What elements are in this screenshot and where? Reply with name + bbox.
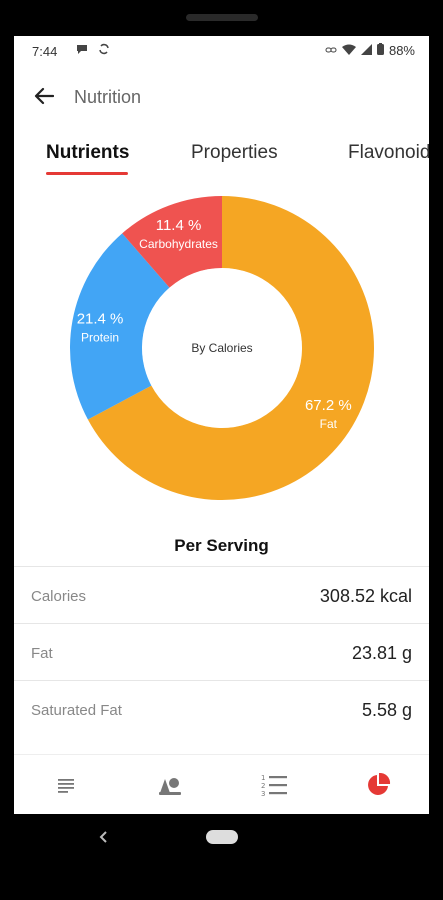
status-time: 7:44 — [32, 44, 58, 59]
tab-bar: Nutrients Properties Flavonoids — [14, 136, 429, 180]
table-row-saturated-fat: Saturated Fat 5.58 g — [14, 680, 429, 737]
row-label: Calories — [31, 588, 87, 605]
nav-description[interactable] — [46, 769, 86, 801]
slice-carbohydrates[interactable] — [122, 196, 222, 288]
row-value: 5.58 g — [361, 700, 412, 720]
row-label: Fat — [31, 645, 53, 662]
slice-percent-label: 21.4 % — [77, 311, 124, 328]
sync-icon — [98, 43, 110, 58]
slice-name-label: Fat — [320, 417, 338, 431]
tab-nutrients[interactable]: Nutrients — [46, 142, 130, 163]
tab-flavonoids[interactable]: Flavonoids — [348, 142, 429, 163]
speaker-grille — [186, 14, 258, 21]
chat-icon — [76, 43, 88, 58]
system-navigation-bar — [0, 814, 443, 900]
battery-percent: 88% — [388, 43, 415, 58]
system-home-button[interactable] — [206, 830, 238, 844]
slice-protein[interactable] — [69, 233, 170, 420]
calories-donut-chart: 67.2 % Fat 21.4 % Protein 11.4 % Carbohydrate… — [14, 194, 429, 514]
row-label: Saturated Fat — [31, 702, 122, 719]
slice-percent-label: 67.2 % — [305, 397, 352, 414]
bottom-navigation: 1 2 3 — [14, 754, 429, 814]
nav-ingredients[interactable] — [150, 769, 190, 801]
slice-name-label: Protein — [81, 331, 119, 345]
slice-inner-ring — [169, 268, 222, 296]
pie-chart-icon — [368, 772, 391, 795]
svg-text:2: 2 — [261, 782, 265, 790]
svg-text:3: 3 — [261, 790, 265, 798]
nutrient-table: Calories 308.52 kcal Fat 23.81 g Saturat… — [14, 566, 429, 737]
app-bar: Nutrition — [14, 66, 429, 126]
table-row-fat: Fat 23.81 g — [14, 623, 429, 680]
ingredients-icon — [159, 778, 181, 795]
arrow-left-icon — [34, 87, 54, 105]
app-screen: 7:44 88% — [14, 36, 429, 814]
nav-directions[interactable]: 1 2 3 — [254, 769, 294, 801]
description-icon — [58, 779, 74, 793]
donut-center-label: By Calories — [191, 341, 252, 355]
battery-icon — [376, 43, 384, 58]
signal-icon — [360, 43, 372, 58]
status-right-group: 88% — [325, 43, 415, 58]
slice-percent-label: 11.4 % — [156, 217, 202, 234]
link-icon — [325, 43, 337, 58]
donut-hole — [152, 278, 292, 418]
tab-properties[interactable]: Properties — [191, 142, 278, 163]
status-bar: 7:44 88% — [14, 36, 429, 66]
row-value: 308.52 kcal — [319, 586, 412, 606]
slice-name-label: Carbohydrates — [139, 237, 218, 251]
svg-text:1: 1 — [261, 774, 265, 782]
table-row-calories: Calories 308.52 kcal — [14, 566, 429, 623]
system-back-icon[interactable] — [98, 830, 108, 849]
numbered-list-icon: 1 2 3 — [261, 774, 287, 798]
row-value: 23.81 g — [351, 643, 412, 663]
per-serving-heading: Per Serving — [174, 536, 269, 555]
donut-svg: 67.2 % Fat 21.4 % Protein 11.4 % Carbohydrate… — [69, 196, 375, 500]
page-title: Nutrition — [74, 87, 142, 107]
wifi-icon — [341, 43, 356, 58]
back-button[interactable] — [28, 80, 60, 112]
active-tab-indicator — [46, 172, 128, 175]
slice-fat[interactable] — [87, 196, 375, 500]
nav-nutrition[interactable] — [358, 769, 398, 801]
slice-inner-ring — [142, 287, 177, 386]
